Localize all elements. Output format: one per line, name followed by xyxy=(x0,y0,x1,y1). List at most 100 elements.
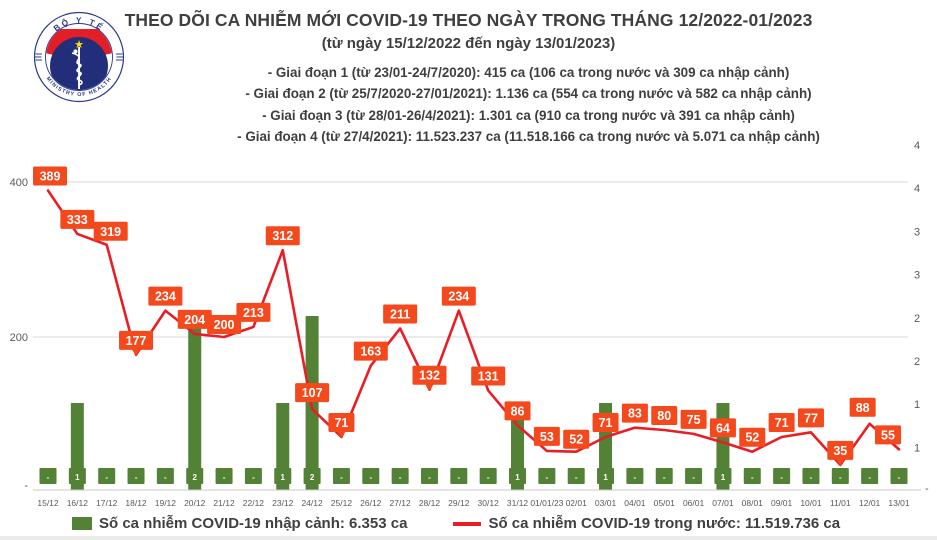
data-label: 107 xyxy=(295,383,330,403)
left-axis-tick: 400 xyxy=(10,177,28,189)
bar-base-label: - xyxy=(634,473,637,482)
logo-snake-head xyxy=(73,49,78,54)
x-axis-label: 25/12 xyxy=(331,498,353,508)
logo-snake-icon xyxy=(71,52,83,86)
phase-3-line: - Giai đoạn 3 (từ 28/01-26/4/2021): 1.30… xyxy=(262,107,795,123)
phase-2-line: - Giai đoạn 2 (từ 25/7/2020-27/01/2021):… xyxy=(245,86,812,102)
moh-logo: ★ BỘ Y TẾ MINISTRY OF HEALTH xyxy=(33,11,125,103)
x-axis-label: 22/12 xyxy=(243,498,265,508)
data-label-box xyxy=(93,221,128,241)
x-axis-label: 29/12 xyxy=(448,498,470,508)
bar-base-label: - xyxy=(252,473,255,482)
data-label: 55 xyxy=(875,425,901,445)
bar-base-box xyxy=(773,468,791,484)
legend-item-imported: Số ca nhiễm COVID-19 nhập cảnh: 6.353 ca xyxy=(72,515,407,532)
x-axis-label: 28/12 xyxy=(419,498,441,508)
x-axis-label: 20/12 xyxy=(184,498,206,508)
bar-base-label: 2 xyxy=(310,473,315,482)
bar-base-label: - xyxy=(105,473,108,482)
bar-base-box xyxy=(861,468,879,484)
right-axis-tick: 4 xyxy=(914,183,920,195)
data-label-box xyxy=(33,166,67,186)
data-label-text: 55 xyxy=(881,428,895,442)
data-label: 389 xyxy=(33,166,67,186)
data-label: 200 xyxy=(207,315,242,334)
data-label-pointer xyxy=(131,348,141,356)
data-label-box xyxy=(60,209,95,229)
x-axis-label: 01/01/23 xyxy=(530,498,563,508)
bar-base-box xyxy=(509,468,527,484)
left-axis-tick: - xyxy=(24,480,28,492)
data-label: 213 xyxy=(236,302,271,322)
x-axis-label: 12/01 xyxy=(859,498,881,508)
data-label-text: 86 xyxy=(511,404,525,418)
data-label-box xyxy=(177,309,212,329)
x-axis-label: 09/01 xyxy=(771,498,793,508)
x-axis-label: 07/01 xyxy=(712,498,734,508)
data-label-text: 177 xyxy=(126,334,147,348)
data-label: 71 xyxy=(768,412,795,432)
legend-line-swatch xyxy=(453,521,482,526)
data-label: 177 xyxy=(119,330,154,356)
data-label: 131 xyxy=(471,366,506,386)
bar-base-box xyxy=(626,468,644,484)
bar-base-label: - xyxy=(546,473,549,482)
data-label: 204 xyxy=(177,309,212,329)
bar-base-label: - xyxy=(223,473,226,482)
data-label: 333 xyxy=(60,209,95,229)
data-label-box xyxy=(849,397,876,417)
data-label: 53 xyxy=(533,426,560,446)
data-label-text: 234 xyxy=(155,290,176,304)
data-label-text: 234 xyxy=(448,290,469,304)
bar-base-label: - xyxy=(135,473,138,482)
right-axis-tick: 4 xyxy=(914,140,920,152)
bar-base-label: 1 xyxy=(281,473,286,482)
data-label-box xyxy=(533,426,560,446)
legend-line-label: Số ca nhiễm COVID-19 trong nước: 11.519.… xyxy=(488,515,841,532)
data-label-box xyxy=(875,425,901,445)
data-label: 77 xyxy=(797,408,824,428)
x-axis-label: 15/12 xyxy=(37,498,59,508)
data-label-text: 52 xyxy=(745,431,759,445)
data-label: 86 xyxy=(504,401,531,421)
bar-base-box xyxy=(274,468,292,484)
data-label-box xyxy=(207,315,242,334)
legend-bar-swatch xyxy=(72,517,92,530)
data-label-box xyxy=(797,408,824,428)
x-axis-label: 06/01 xyxy=(683,498,705,508)
data-label-text: 204 xyxy=(184,313,205,327)
data-label: 71 xyxy=(592,412,619,432)
bar-base-box xyxy=(685,468,703,484)
data-label-box xyxy=(119,330,154,350)
legend-item-domestic: Số ca nhiễm COVID-19 trong nước: 11.519.… xyxy=(453,515,840,532)
data-label: 80 xyxy=(651,406,678,425)
data-label-text: 200 xyxy=(214,318,235,332)
x-axis-label: 21/12 xyxy=(213,498,235,508)
x-axis-label: 23/12 xyxy=(272,498,294,508)
data-label: 75 xyxy=(680,409,707,429)
bar-base-label: 2 xyxy=(192,473,197,482)
bar-base-box xyxy=(362,468,380,484)
right-axis-tick: 1 xyxy=(914,442,920,454)
bar-base-box xyxy=(743,468,761,484)
x-axis-label: 24/12 xyxy=(301,498,323,508)
bar-base-box xyxy=(831,468,849,484)
phase-4-line: - Giai đoạn 4 (từ 27/4/2021): 11.523.237… xyxy=(237,129,820,145)
data-label: 234 xyxy=(441,286,476,306)
bar-base-label: - xyxy=(340,473,343,482)
data-label: 211 xyxy=(383,304,418,324)
logo-star-icon: ★ xyxy=(74,39,84,51)
bar-base-label: - xyxy=(868,473,871,482)
bar-base-label: - xyxy=(47,473,50,482)
data-label: 52 xyxy=(739,427,766,447)
data-label: 319 xyxy=(93,221,128,241)
bar xyxy=(188,316,202,490)
bar-base-box xyxy=(420,468,438,484)
x-axis-label: 18/12 xyxy=(125,498,147,508)
phase-1-line: - Giai đoạn 1 (từ 23/01-24/7/2020): 415 … xyxy=(267,65,790,80)
legend-bar-label: Số ca nhiễm COVID-19 nhập cảnh: 6.353 ca xyxy=(99,515,408,532)
data-label-text: 71 xyxy=(334,416,348,430)
data-label-box xyxy=(412,365,447,385)
page-title: THEO DÕI CA NHIỄM MỚI COVID-19 THEO NGÀY… xyxy=(124,10,813,30)
